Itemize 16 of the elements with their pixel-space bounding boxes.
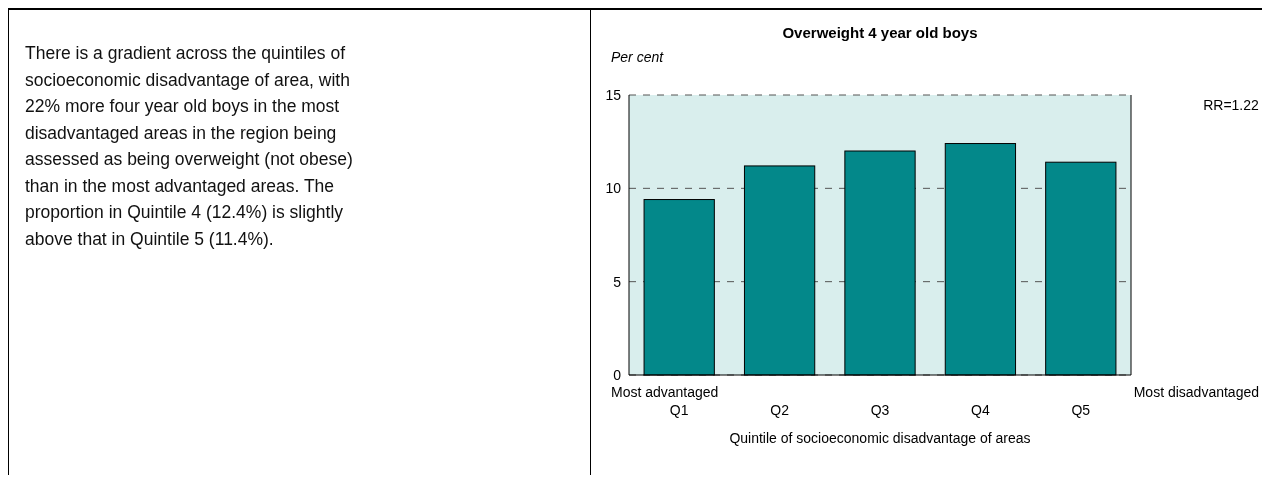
y-tick-label: 10 (605, 180, 622, 197)
x-tick-label: Q4 (971, 402, 990, 418)
y-tick-label: 15 (605, 86, 622, 103)
x-axis-title: Quintile of socioeconomic disadvantage of areas (729, 430, 1031, 446)
y-tick-label: 0 (613, 366, 622, 383)
y-tick-label: 5 (613, 273, 622, 290)
chart-title: Overweight 4 year old boys (782, 24, 978, 41)
x-tick-label: Q1 (669, 402, 689, 418)
x-tick-label: Q2 (770, 402, 790, 418)
text: Most advantaged (611, 384, 719, 400)
text: Most disadvantaged (1133, 384, 1259, 400)
x-tick-label: Q5 (1071, 402, 1091, 418)
x-tick-label: Q3 (870, 402, 890, 418)
y-axis-title: Per cent (611, 49, 665, 65)
text: RR=1.22 (1203, 97, 1260, 113)
text: There is a gradient across the quintiles of socioeconomic disadvantage of area, with 22% more four year old boys in the most disadvantaged areas in the region being assessed as being overweight (not obese) than in the most advantaged areas. The proportion in Quintile 4 (12.4%) is slightly above that in Quintile 5 (11.4%). (25, 42, 354, 251)
